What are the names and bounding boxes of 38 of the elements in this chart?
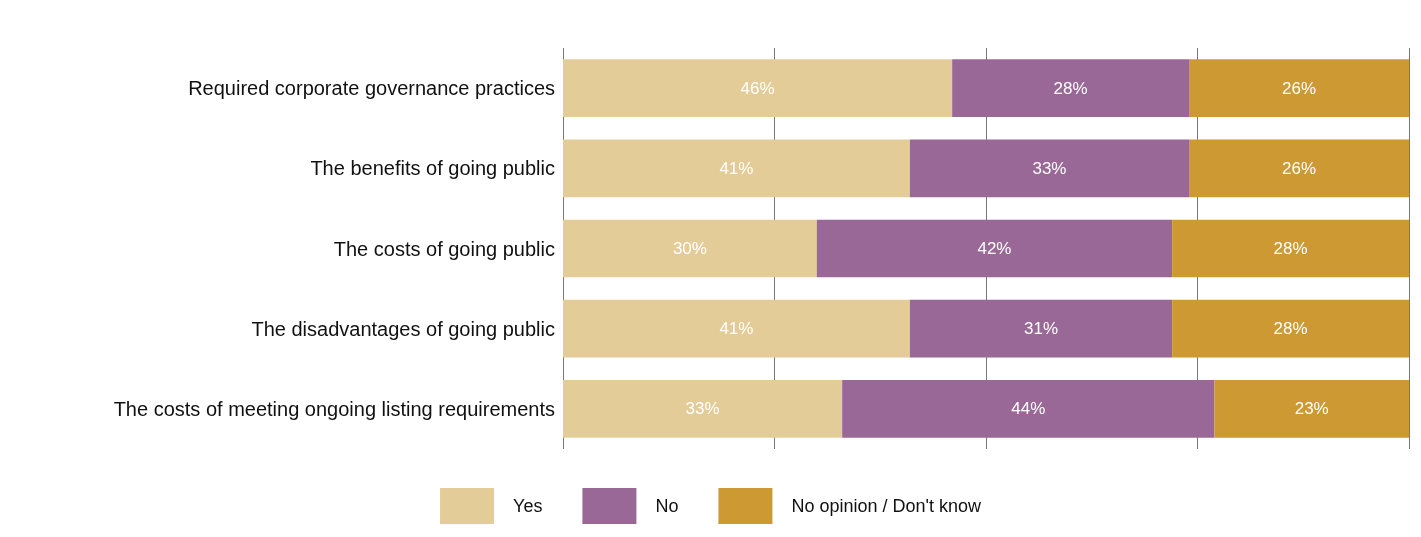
bar: [563, 299, 910, 358]
data-label: 28%: [1273, 319, 1308, 339]
data-label: 44%: [1011, 399, 1046, 419]
data-label: 31%: [1023, 319, 1059, 339]
bar: [563, 59, 953, 117]
y-tick-label: The costs of going public: [333, 237, 555, 260]
data-label: 46%: [740, 78, 775, 98]
data-label: 23%: [1294, 399, 1329, 419]
data-label: 28%: [1053, 78, 1088, 98]
legend-label: Yes: [513, 496, 543, 516]
bar: [952, 59, 1190, 117]
data-label: 26%: [1282, 78, 1317, 98]
bar: [842, 380, 1215, 438]
data-label: 33%: [1032, 158, 1067, 178]
bar: [1214, 380, 1409, 438]
data-label: 30%: [672, 239, 707, 258]
data-label: 41%: [719, 158, 754, 178]
y-tick-label: The disadvantages of going public: [251, 317, 555, 340]
bar: [1172, 219, 1409, 278]
bar: [1189, 59, 1409, 117]
data-label: 33%: [685, 399, 720, 419]
bar: [1172, 299, 1409, 358]
data-label: 28%: [1273, 239, 1308, 258]
data-label: 26%: [1282, 158, 1317, 178]
data-label: 42%: [977, 239, 1012, 258]
bar: [909, 139, 1190, 198]
bar: [816, 219, 1173, 278]
legend-label: No: [655, 496, 679, 516]
bar: [563, 219, 817, 278]
y-tick-label: The benefits of going public: [310, 157, 555, 180]
y-tick-label: Required corporate governance practices: [188, 77, 555, 100]
bar: [1189, 139, 1409, 198]
y-tick-label: The costs of meeting ongoing listing requirements: [113, 397, 555, 420]
bar: [563, 380, 843, 438]
bar: [909, 299, 1173, 358]
bar: [563, 139, 910, 198]
data-label: 41%: [719, 319, 754, 339]
legend-label: No opinion / Don't know: [791, 496, 982, 516]
